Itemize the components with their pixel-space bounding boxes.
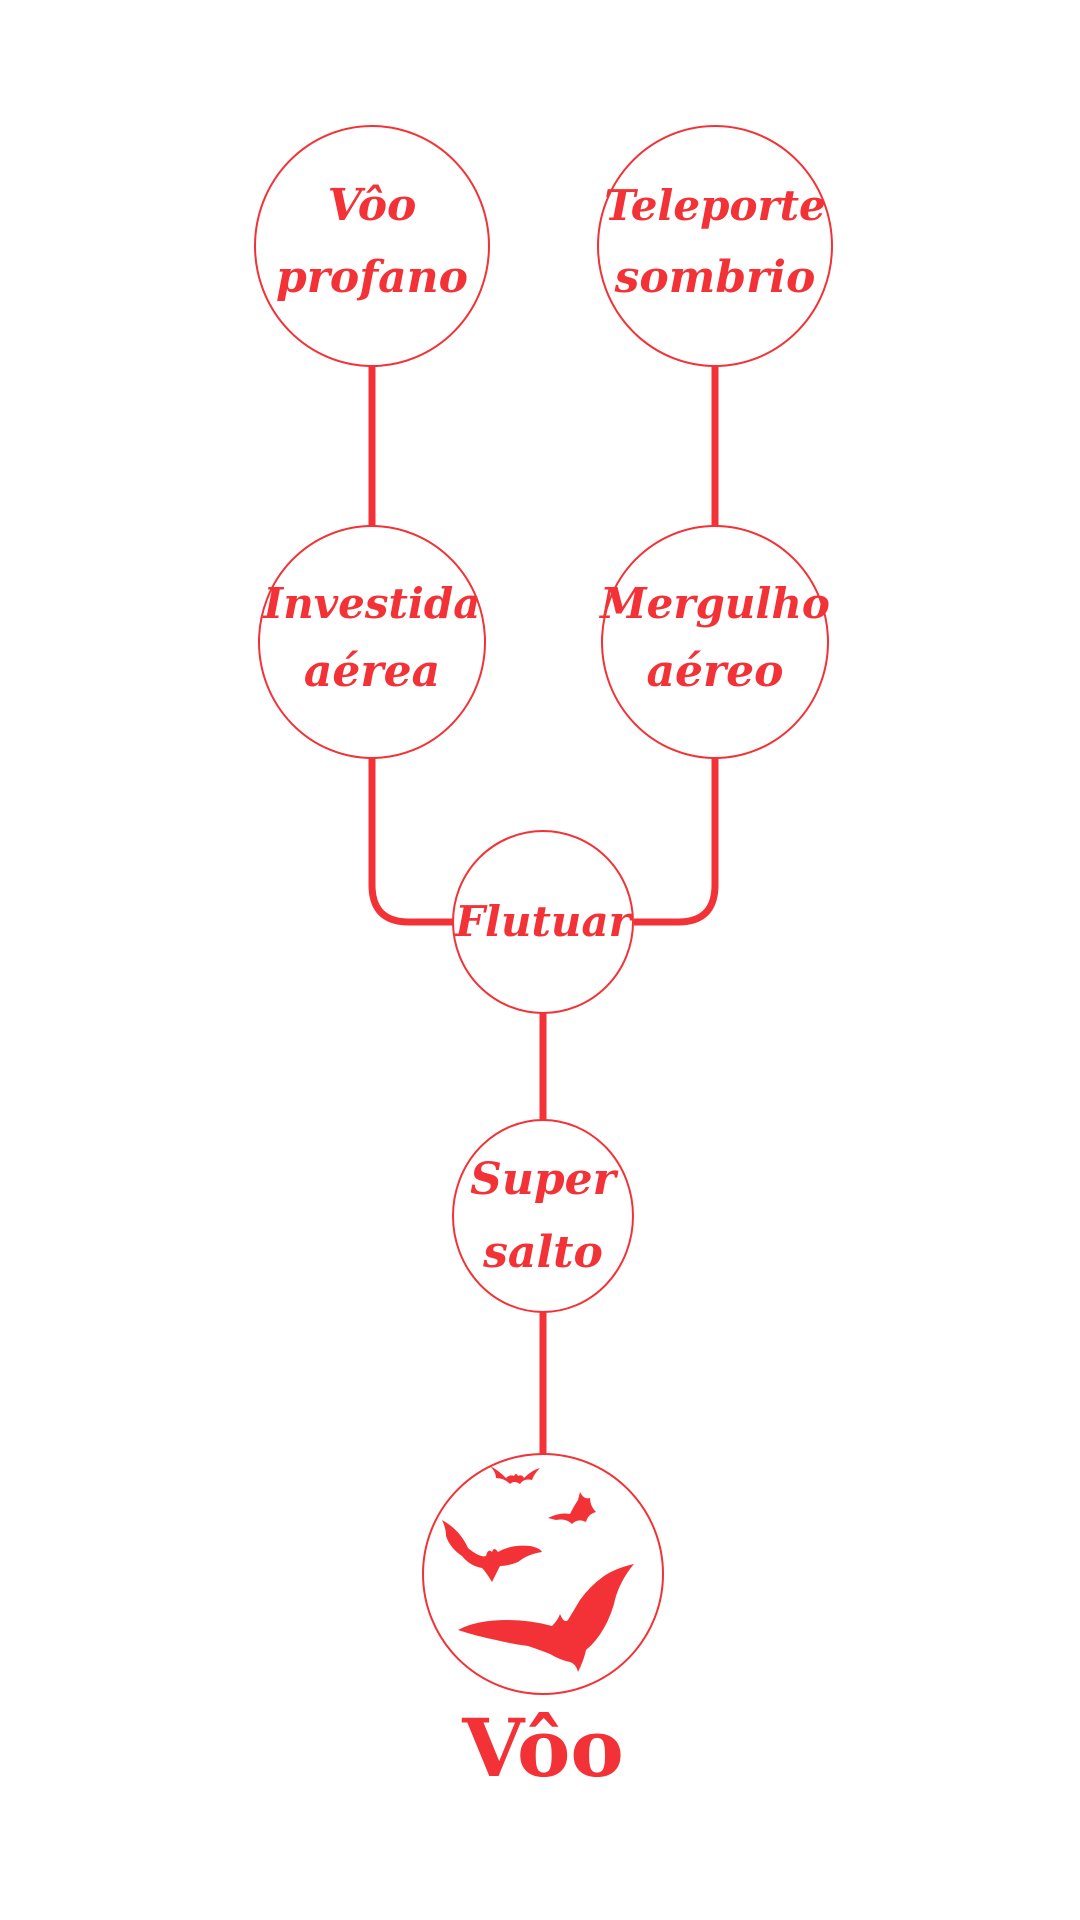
node-circle: [254, 125, 490, 367]
node-label-line1: Mergulho: [598, 579, 830, 628]
node-circle: [452, 830, 634, 1014]
bats-icon: [442, 1466, 634, 1672]
node-label-line2: profano: [276, 252, 468, 303]
node-label-line1: Flutuar: [454, 897, 633, 946]
node-label-line1: Investida: [263, 579, 481, 628]
node-circle: [601, 525, 829, 759]
node-flutuar[interactable]: Flutuar: [452, 830, 634, 1014]
node-circle: [258, 525, 486, 759]
node-label-line2: salto: [482, 1227, 603, 1278]
node-mergulho-aereo[interactable]: Mergulho aéreo: [598, 525, 830, 759]
node-super-salto[interactable]: Super salto: [452, 1119, 634, 1313]
connectors: [368, 366, 719, 1461]
node-investida-aerea[interactable]: Investida aérea: [258, 525, 486, 759]
root-title: Vôo: [461, 1701, 623, 1795]
node-teleporte-sombrio[interactable]: Teleporte sombrio: [597, 125, 833, 367]
node-circle: [422, 1453, 664, 1695]
connector-mergulho-flutuar: [634, 758, 719, 926]
node-root-voo[interactable]: [422, 1453, 664, 1695]
node-label-line2: sombrio: [614, 252, 816, 303]
node-circle: [452, 1119, 634, 1313]
node-voo-profano[interactable]: Vôo profano: [254, 125, 490, 367]
connector-investida-flutuar: [368, 758, 453, 926]
node-label-line1: Teleporte: [604, 181, 825, 230]
node-label-line1: Vôo: [328, 180, 417, 231]
node-label-line2: aérea: [304, 646, 440, 697]
node-circle: [597, 125, 833, 367]
node-label-line2: aéreo: [646, 646, 783, 697]
node-label-line1: Super: [470, 1154, 619, 1205]
